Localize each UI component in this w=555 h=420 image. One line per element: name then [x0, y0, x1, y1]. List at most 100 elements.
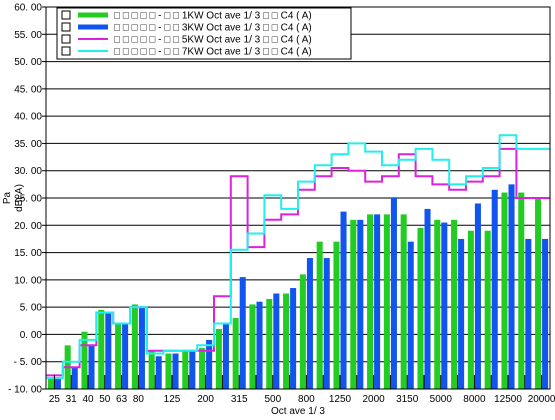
y-axis-title: Pa: [2, 191, 13, 204]
x-tick-label: 20000: [528, 394, 555, 405]
bar: [299, 274, 306, 389]
y-tick-label: 5. 00: [20, 303, 43, 314]
bar: [206, 339, 213, 389]
bar: [501, 192, 508, 389]
bar: [458, 238, 465, 389]
legend-swatch: [78, 24, 108, 30]
x-tick-label: 25: [49, 394, 61, 405]
x-tick-label: 800: [298, 394, 315, 405]
bar: [400, 214, 407, 389]
bar: [182, 350, 189, 389]
bar: [542, 238, 549, 389]
x-tick-label: 5000: [430, 394, 453, 405]
bar: [71, 367, 78, 389]
y-tick-label: 55. 00: [14, 30, 42, 41]
legend-entry: □ □ □ □ □ - □ □ 5KW Oct ave 1/ 3 □ □ C4 …: [114, 35, 312, 46]
legend-entry: □ □ □ □ □ - □ □ 1KW Oct ave 1/ 3 □ □ C4 …: [114, 11, 312, 22]
bar: [467, 230, 474, 389]
bar: [316, 241, 323, 389]
y-tick-label: 45. 00: [14, 84, 42, 95]
y-tick-label: 50. 00: [14, 57, 42, 68]
bar: [81, 331, 88, 389]
bar: [47, 378, 54, 389]
legend-checkbox: [61, 46, 71, 56]
y-tick-labels: 60. 00 55. 00 50. 00 45. 00 40. 00 35. 00 30. …: [8, 3, 42, 396]
bar: [350, 219, 357, 389]
series-line: [46, 134, 550, 380]
bar: [434, 219, 441, 389]
tick-markers: [53, 375, 543, 389]
bar: [215, 328, 222, 389]
legend-entry: □ □ □ □ □ - □ □ 7KW Oct ave 1/ 3 □ □ C4 …: [114, 47, 312, 58]
x-axis-title: Oct ave 1/ 3: [271, 406, 325, 417]
bar: [239, 277, 246, 389]
bar: [131, 304, 138, 389]
bar: [323, 258, 330, 389]
bar: [115, 323, 122, 389]
x-tick-label: 12500: [494, 394, 522, 405]
bar: [357, 219, 364, 389]
x-tick-label: 2000: [362, 394, 385, 405]
bar: [491, 189, 498, 389]
x-tick-label: 63: [116, 394, 128, 405]
bar: [508, 184, 515, 389]
y-tick-label: 25. 00: [14, 194, 42, 205]
bar: [374, 214, 381, 389]
bar: [232, 318, 239, 389]
bar: [474, 203, 481, 389]
bar: [155, 356, 162, 389]
bar: [535, 198, 542, 389]
bar: [518, 192, 525, 389]
bar: [199, 348, 206, 389]
bar: [290, 288, 297, 389]
bar: [424, 208, 431, 389]
bar: [172, 353, 179, 389]
bar: [122, 323, 129, 389]
bar: [266, 298, 273, 389]
bar: [98, 309, 105, 389]
bar: [407, 241, 414, 389]
legend-checkbox: [61, 22, 71, 32]
bar: [441, 222, 448, 389]
y-tick-label: 35. 00: [14, 139, 42, 150]
y-tick-label: 15. 00: [14, 248, 42, 259]
bar: [383, 214, 390, 389]
x-tick-label: 200: [197, 394, 214, 405]
x-tick-label: 500: [264, 394, 281, 405]
x-tick-label: 1250: [329, 394, 352, 405]
bar: [333, 241, 340, 389]
bar: [525, 238, 532, 389]
bar: [256, 301, 263, 389]
x-tick-label: 8000: [463, 394, 486, 405]
bar: [340, 211, 347, 389]
bar: [148, 350, 155, 389]
x-tick-label: 315: [231, 394, 248, 405]
x-tick-label: 3150: [396, 394, 419, 405]
bar: [390, 198, 397, 389]
x-tick-label: 125: [164, 394, 181, 405]
bar: [283, 293, 290, 389]
plot-frame: [45, 6, 551, 390]
line-series: [46, 134, 550, 380]
bar: [88, 345, 95, 389]
bar: [222, 323, 229, 389]
legend-entry: □ □ □ □ □ - □ □ 3KW Oct ave 1/ 3 □ □ C4 …: [114, 23, 312, 34]
x-tick-label: 40: [82, 394, 94, 405]
y-tick-label: 10. 00: [14, 275, 42, 286]
y-tick-label: 30. 00: [14, 166, 42, 177]
y-tick-label: 0. 00: [20, 330, 43, 341]
y-tick-label: - 5. 00: [14, 357, 43, 368]
bar: [367, 214, 374, 389]
x-tick-labels: 25 31 40 50 63 80 125 200 315 500 800 1250 2000 3150 5…: [49, 394, 555, 405]
y-tick-label: - 10. 00: [8, 385, 42, 396]
bar-series: [47, 184, 549, 389]
legend-swatch: [78, 12, 108, 18]
x-tick-label: 50: [99, 394, 111, 405]
y-tick-label: 60. 00: [14, 3, 42, 14]
y-tick-label: 40. 00: [14, 112, 42, 123]
bar: [451, 219, 458, 389]
bar: [165, 353, 172, 389]
bar: [138, 307, 145, 389]
bar: [306, 258, 313, 389]
